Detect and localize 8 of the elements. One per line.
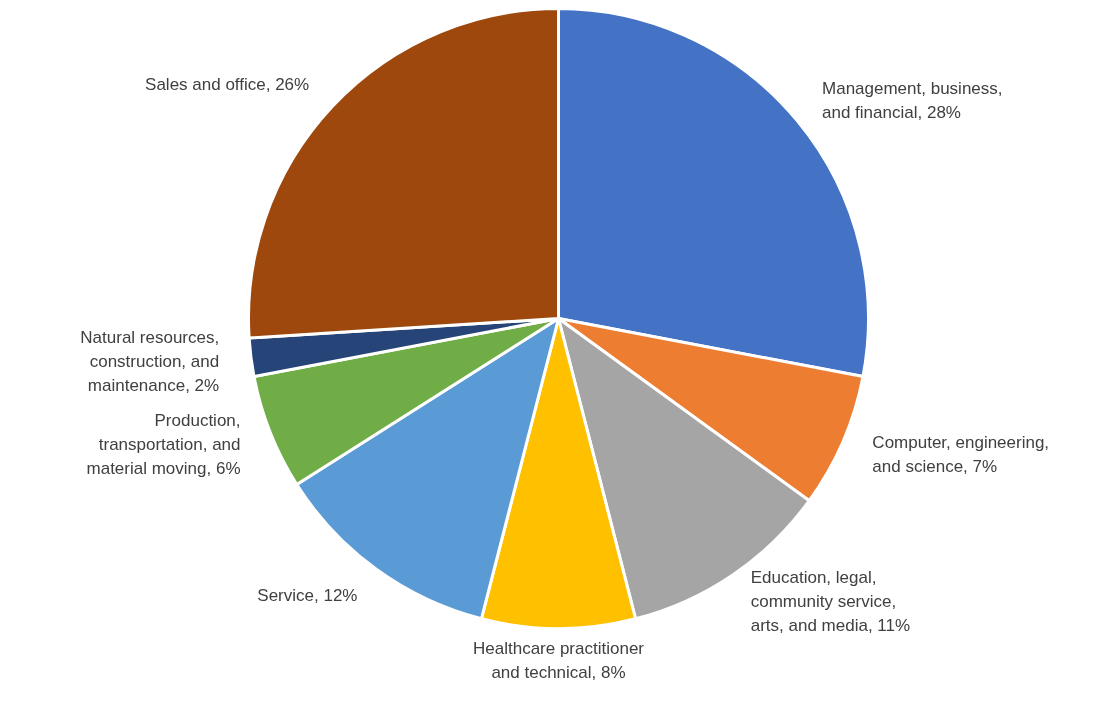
slice-label: Management, business, and financial, 28% bbox=[822, 79, 1003, 122]
slice-label: Computer, engineering, and science, 7% bbox=[872, 432, 1050, 476]
slice-label: Service, 12% bbox=[257, 585, 358, 605]
slice-label: Sales and office, 26% bbox=[145, 74, 310, 94]
slice-label: Natural resources, construction, and maintenance, 2% bbox=[80, 328, 220, 395]
slice-label: Production, transportation, and material moving, 6% bbox=[86, 411, 241, 478]
slice-label: Education, legal, community service, arts, and media, 11% bbox=[750, 568, 911, 635]
slice-label: Healthcare practitioner and technical, 8% bbox=[472, 639, 645, 682]
